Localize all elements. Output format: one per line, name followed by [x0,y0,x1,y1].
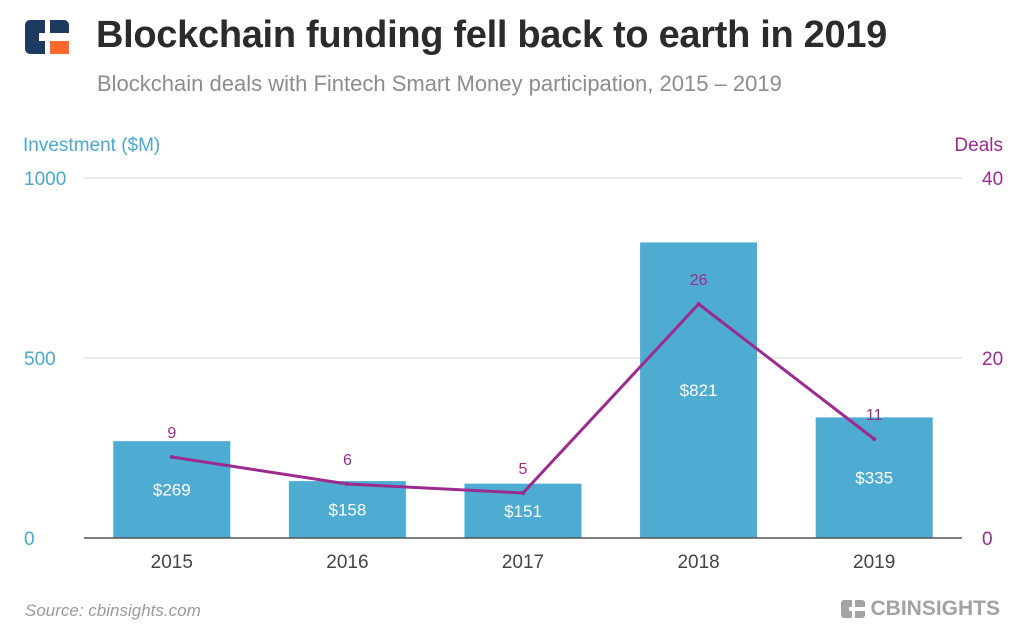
deals-point [169,455,174,459]
right-axis-title: Deals [954,135,1003,156]
deals-value-label: 5 [519,461,528,478]
cbinsights-brand: CBINSIGHTS [841,597,1000,621]
x-axis-tick-label: 2015 [151,552,193,573]
deals-value-label: 11 [866,407,883,424]
investment-bar [288,481,406,538]
left-axis-tick-label: 500 [24,349,56,370]
investment-value-label: $269 [153,481,191,500]
investment-bars: $269 $158 $151 $821 $335 [113,242,933,538]
deals-point [872,437,877,441]
x-axis-tick-label: 2019 [853,552,895,573]
left-axis-tick-label: 1000 [24,169,66,190]
axes: 0 500 1000 0 20 40 2015 2016 2017 2018 2019 [24,169,1003,573]
chart-subtitle: Blockchain deals with Fintech Smart Mone… [97,71,782,96]
deals-line-layer: 9 6 5 26 11 [167,272,883,495]
chart-title: Blockchain funding fell back to earth in… [96,14,888,56]
right-axis-tick-label: 20 [982,349,1003,370]
investment-value-label: $335 [855,469,893,488]
investment-value-label: $158 [328,501,366,520]
deals-value-label: 9 [167,425,176,442]
x-axis-tick-label: 2016 [326,552,368,573]
deals-point [521,491,525,495]
x-axis-tick-label: 2018 [677,552,719,573]
left-axis-tick-label: 0 [24,529,35,550]
investment-bar [640,242,758,538]
x-axis-tick-label: 2017 [502,552,544,573]
brand-text: CBINSIGHTS [870,597,1000,620]
investment-value-label: $151 [504,502,542,521]
right-axis-tick-label: 40 [982,169,1003,190]
deals-point [696,302,701,306]
source-note: Source: cbinsights.com [25,601,201,620]
cb-brand-icon [841,600,866,618]
gridlines [84,177,962,359]
deals-value-label: 26 [690,272,708,289]
deals-point [345,482,350,486]
deals-value-label: 6 [343,452,352,469]
combo-chart: Investment ($M) Deals $269 $158 $151 $821 $3… [23,135,1003,573]
right-axis-tick-label: 0 [982,529,993,550]
cb-logo-icon [25,20,69,54]
investment-value-label: $821 [680,381,718,400]
left-axis-title: Investment ($M) [23,135,160,156]
